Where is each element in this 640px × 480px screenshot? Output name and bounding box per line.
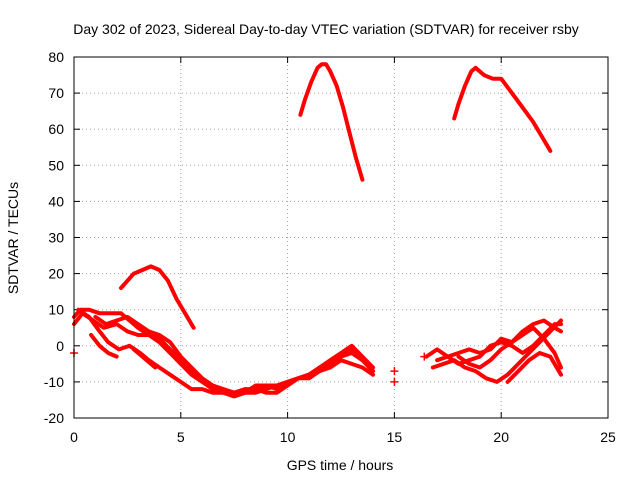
y-tick-label: 50 <box>48 157 64 173</box>
y-tick-label: 0 <box>56 338 64 354</box>
y-tick-label: 40 <box>48 193 64 209</box>
series-arc-low-f <box>131 347 158 370</box>
x-tick-label: 15 <box>387 429 403 445</box>
y-tick-label: 70 <box>48 85 64 101</box>
plot-frame <box>73 56 609 419</box>
series-arc-low-e <box>89 333 119 359</box>
series-arc-late-e <box>505 351 563 384</box>
y-tick-label: -10 <box>44 374 64 390</box>
x-axis-label: GPS time / hours <box>287 457 394 473</box>
series-arc-low-b <box>72 311 375 395</box>
series-arc-late-c <box>435 325 563 370</box>
y-tick-label: -20 <box>44 410 64 426</box>
series-arc-low-d <box>76 307 375 399</box>
series-arc-high-1 <box>298 62 365 182</box>
series-group <box>72 62 563 399</box>
series-arc-mid <box>119 264 196 330</box>
y-tick-label: 60 <box>48 121 64 137</box>
x-tick-label: 0 <box>70 429 78 445</box>
x-tick-label: 25 <box>600 429 616 445</box>
y-tick-label: 20 <box>48 266 64 282</box>
data-point <box>390 367 399 376</box>
x-tick-labels: 0 5 10 15 20 25 <box>70 429 616 445</box>
y-tick-label: 10 <box>48 302 64 318</box>
x-tick-label: 5 <box>177 429 185 445</box>
y-tick-label: 30 <box>48 230 64 246</box>
series-arc-late-b <box>430 318 563 384</box>
chart-title: Day 302 of 2023, Sidereal Day-to-day VTE… <box>73 21 579 37</box>
data-point <box>390 377 399 386</box>
series-arc-high-2 <box>452 65 553 153</box>
y-axis-label: SDTVAR / TECUs <box>5 182 21 294</box>
series-arc-late-d <box>456 318 563 370</box>
x-tick-label: 10 <box>280 429 296 445</box>
x-tick-label: 20 <box>493 429 509 445</box>
data-point <box>420 352 429 361</box>
y-tick-labels: -20 -10 0 10 20 30 40 50 60 70 80 <box>44 49 64 426</box>
y-tick-label: 80 <box>48 49 64 65</box>
